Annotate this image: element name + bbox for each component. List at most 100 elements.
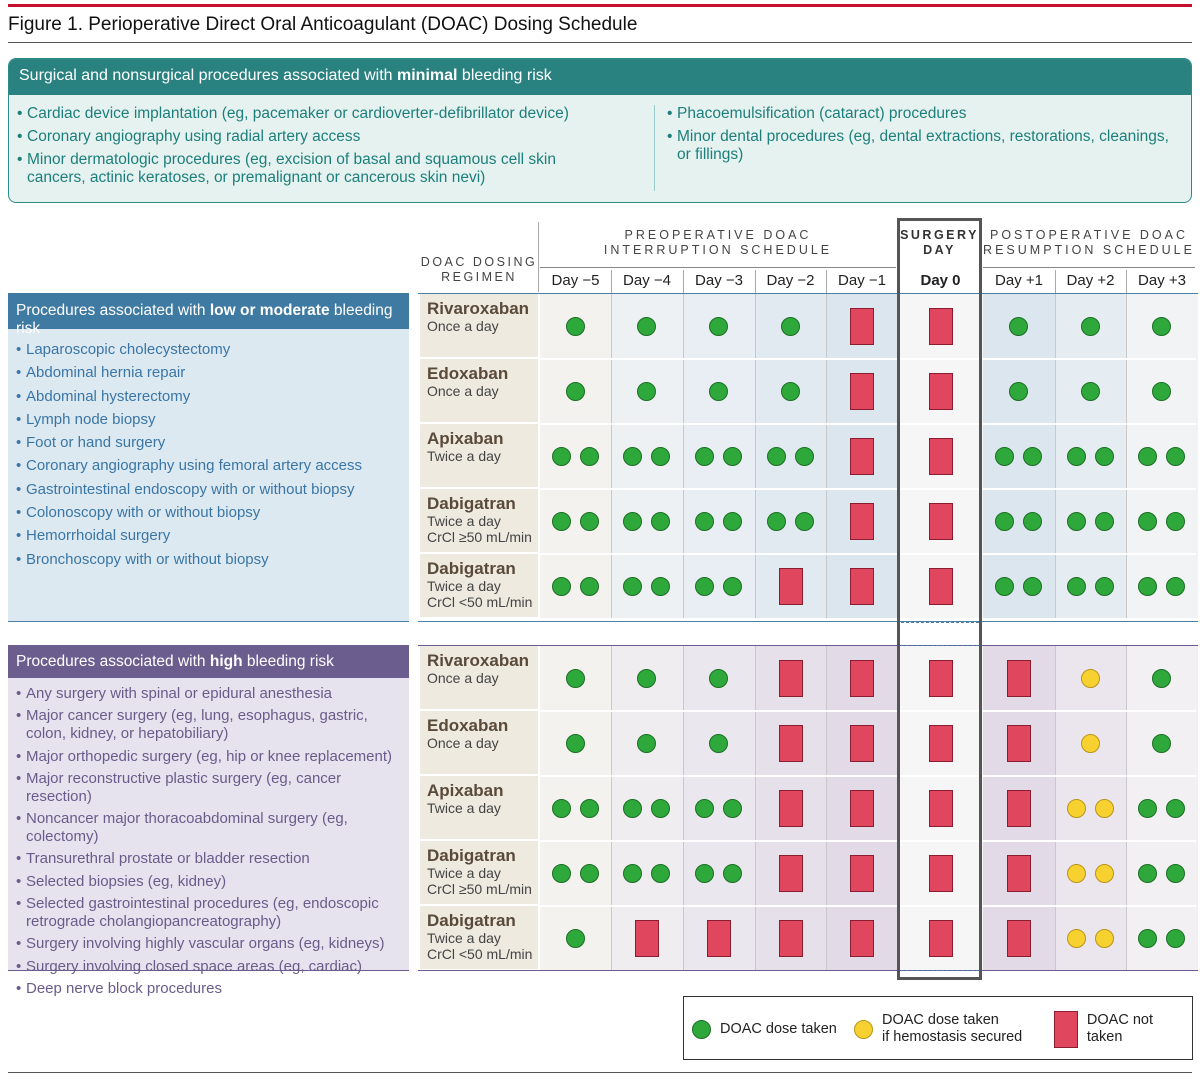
dose-taken-dot (995, 511, 1014, 531)
dose-taken-dot (1023, 576, 1042, 596)
crcl-threshold: CrCl <50 mL/min (427, 946, 533, 962)
column-divider (1126, 646, 1127, 970)
dose-taken-dot (709, 668, 728, 688)
surgery-dashed-line (901, 970, 979, 971)
surgery-day-header: SURGERY DAY (898, 228, 981, 258)
drug-cell: Dabigatran Twice a day CrCl <50 mL/min (420, 906, 538, 969)
conditional-dose-dot (1066, 863, 1086, 883)
dose-taken-dot (1166, 446, 1185, 466)
drug-name: Rivaroxaban (427, 651, 530, 670)
conditional-dose-dot (1094, 798, 1114, 818)
list-item: Minor dermatologic procedures (eg, excis… (17, 151, 617, 187)
dosing-frequency: Once a day (427, 735, 499, 751)
dose-taken-dot (1009, 381, 1028, 401)
dose-taken-dot (565, 316, 585, 336)
minimal-header-text: Surgical and nonsurgical procedures asso… (19, 67, 397, 84)
dose-taken-dot (780, 381, 800, 401)
conditional-dose-dot (1080, 668, 1100, 688)
not-taken-block (778, 724, 803, 762)
row-divider (420, 553, 1196, 555)
dose-taken-dot (709, 733, 728, 753)
dose-taken-dot (551, 798, 571, 818)
row-divider (420, 710, 1196, 712)
list-item: Any surgery with spinal or epidural anes… (16, 685, 409, 703)
minimal-risk-box: Surgical and nonsurgical procedures asso… (8, 58, 1192, 203)
dose-taken-dot (695, 576, 714, 596)
column-divider (1055, 294, 1056, 618)
list-item: Transurethral prostate or bladder resect… (16, 850, 409, 868)
dose-taken-dot (1094, 576, 1114, 596)
crcl-threshold: CrCl ≥50 mL/min (427, 529, 532, 545)
legend-taken-label: DOAC dose taken (720, 1020, 837, 1037)
surgery-dashed-line (901, 622, 979, 623)
dose-taken-dot (1138, 446, 1157, 466)
drug-name: Dabigatran (427, 911, 516, 930)
dose-taken-dot (1066, 446, 1086, 466)
conditional-dose-dot (1066, 928, 1086, 948)
minimal-risk-header: Surgical and nonsurgical procedures asso… (9, 59, 1191, 95)
dose-taken-dot (794, 446, 814, 466)
dose-taken-dot (565, 733, 585, 753)
not-taken-block (928, 307, 953, 345)
dose-taken-dot (1152, 668, 1171, 688)
dose-taken-dot (723, 863, 742, 883)
dose-taken-dot (651, 863, 670, 883)
dose-taken-dot (579, 576, 599, 596)
legend-conditional-line1: DOAC dose taken (882, 1012, 999, 1028)
list-item: Abdominal hysterectomy (16, 388, 409, 406)
dose-taken-dot (1166, 576, 1185, 596)
dosing-frequency: Once a day (427, 383, 499, 399)
title-rule (8, 42, 1192, 43)
not-taken-block (928, 789, 953, 827)
drug-cell: Dabigatran Twice a day CrCl ≥50 mL/min (420, 489, 538, 552)
preoperative-header: PREOPERATIVE DOAC INTERRUPTION SCHEDULE (540, 228, 896, 258)
dose-taken-dot (579, 798, 599, 818)
low-risk-procedure-list: Laparoscopic cholecystectomy Abdominal h… (8, 329, 409, 569)
day-separator (683, 270, 684, 294)
dose-taken-dot (1138, 928, 1157, 948)
dosing-frequency: Twice a day (427, 448, 501, 464)
dose-taken-dot (1066, 576, 1086, 596)
not-taken-block (778, 789, 803, 827)
dose-taken-dot (637, 381, 656, 401)
list-item: Major cancer surgery (eg, lung, esophagu… (16, 707, 409, 743)
not-taken-block (850, 854, 874, 892)
day-separator (755, 270, 756, 294)
legend: DOAC dose taken DOAC dose taken if hemos… (683, 996, 1193, 1060)
dose-taken-dot (780, 316, 800, 336)
list-item: Noncancer major thoracoabdominal surgery… (16, 810, 409, 846)
list-item: Bronchoscopy with or without biopsy (16, 551, 409, 569)
drug-cell: Edoxaban Once a day (420, 359, 538, 422)
dose-taken-dot (565, 668, 585, 688)
dose-taken-dot (637, 316, 656, 336)
dose-taken-dot (709, 381, 728, 401)
dosing-header-line2: REGIMEN (441, 270, 517, 284)
crcl-threshold: CrCl <50 mL/min (427, 594, 533, 610)
legend-not-taken: DOAC not taken (1054, 997, 1192, 1061)
drug-name: Apixaban (427, 781, 504, 800)
conditional-dose-dot (1066, 798, 1086, 818)
drug-cell: Rivaroxaban Once a day (420, 294, 538, 357)
not-taken-block (928, 502, 953, 540)
list-item: Surgery involving highly vascular organs… (16, 935, 409, 953)
high-column-bg (1126, 646, 1198, 970)
not-taken-block (635, 919, 659, 957)
drug-name: Dabigatran (427, 494, 516, 513)
dosing-frequency: Twice a day (427, 513, 501, 529)
high-risk-schedule (418, 645, 1198, 971)
dose-taken-dot (651, 576, 670, 596)
dose-taken-dot (695, 446, 714, 466)
not-taken-block (928, 567, 953, 605)
column-divider (611, 646, 612, 970)
high-risk-procedure-list: Any surgery with spinal or epidural anes… (8, 678, 409, 998)
not-taken-block (850, 724, 874, 762)
dose-taken-dot (637, 668, 656, 688)
surgery-header-line1: SURGERY (900, 228, 979, 242)
dose-taken-dot (1080, 381, 1100, 401)
row-divider (420, 905, 1196, 907)
low-header-text: Procedures associated with (16, 302, 210, 319)
legend-not-taken-label: DOAC not taken (1086, 1012, 1153, 1045)
dose-taken-dot (695, 511, 714, 531)
high-header-suffix: bleeding risk (242, 653, 334, 670)
dosing-header-line1: DOAC DOSING (420, 255, 538, 269)
